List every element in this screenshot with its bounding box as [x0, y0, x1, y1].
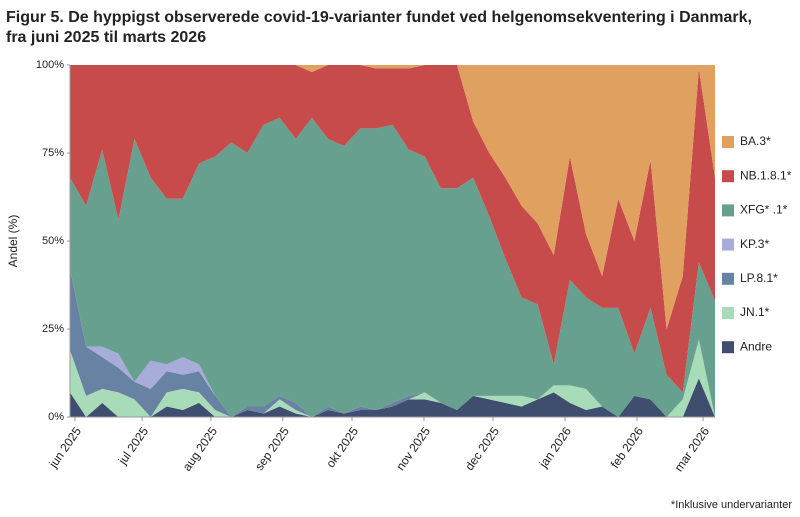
legend-swatch — [722, 136, 734, 148]
x-tick-label: okt 2025 — [323, 424, 361, 470]
y-tick-label: 0% — [48, 411, 64, 423]
legend-label: NB.1.8.1* — [740, 168, 792, 182]
area — [70, 117, 715, 418]
legend-swatch — [722, 272, 734, 285]
x-tick-label: jul 2025 — [115, 424, 151, 468]
area — [70, 378, 715, 417]
legend-swatch — [722, 170, 734, 183]
legend-label: Andre — [740, 339, 772, 353]
x-tick-label: dec 2025 — [462, 424, 502, 473]
legend-swatch — [722, 204, 734, 217]
legend-label: XFG* .1* — [740, 203, 788, 217]
x-tick-label: jan 2026 — [536, 424, 575, 471]
area — [70, 65, 715, 393]
x-tick-label: mar 2026 — [672, 424, 713, 474]
legend-label: KP.3* — [740, 237, 769, 251]
y-tick-label: 100% — [36, 59, 64, 71]
legend-swatch — [722, 238, 734, 251]
x-tick-label: jun 2025 — [46, 424, 85, 471]
y-axis-label: Andel (%) — [6, 215, 20, 268]
y-tick-label: 25% — [42, 323, 64, 335]
chart-title: Figur 5. De hyppigst observerede covid-1… — [6, 9, 752, 26]
y-tick-label: 75% — [42, 147, 64, 159]
chart-title: fra juni 2025 til marts 2026 — [6, 29, 206, 46]
x-tick-label: nov 2025 — [393, 424, 433, 473]
area — [70, 65, 715, 329]
x-tick-label: aug 2025 — [180, 424, 220, 473]
legend-label: BA.3* — [740, 134, 771, 148]
legend-label: JN.1* — [740, 305, 770, 319]
legend-swatch — [722, 307, 734, 319]
legend-swatch — [722, 341, 734, 354]
x-tick-label: feb 2026 — [608, 424, 646, 471]
x-tick-label: sep 2025 — [252, 424, 292, 473]
y-tick-label: 50% — [42, 235, 64, 247]
legend-label: LP.8.1* — [740, 271, 778, 285]
footnote: *Inklusive undervarianter — [671, 499, 792, 511]
area — [70, 339, 715, 417]
